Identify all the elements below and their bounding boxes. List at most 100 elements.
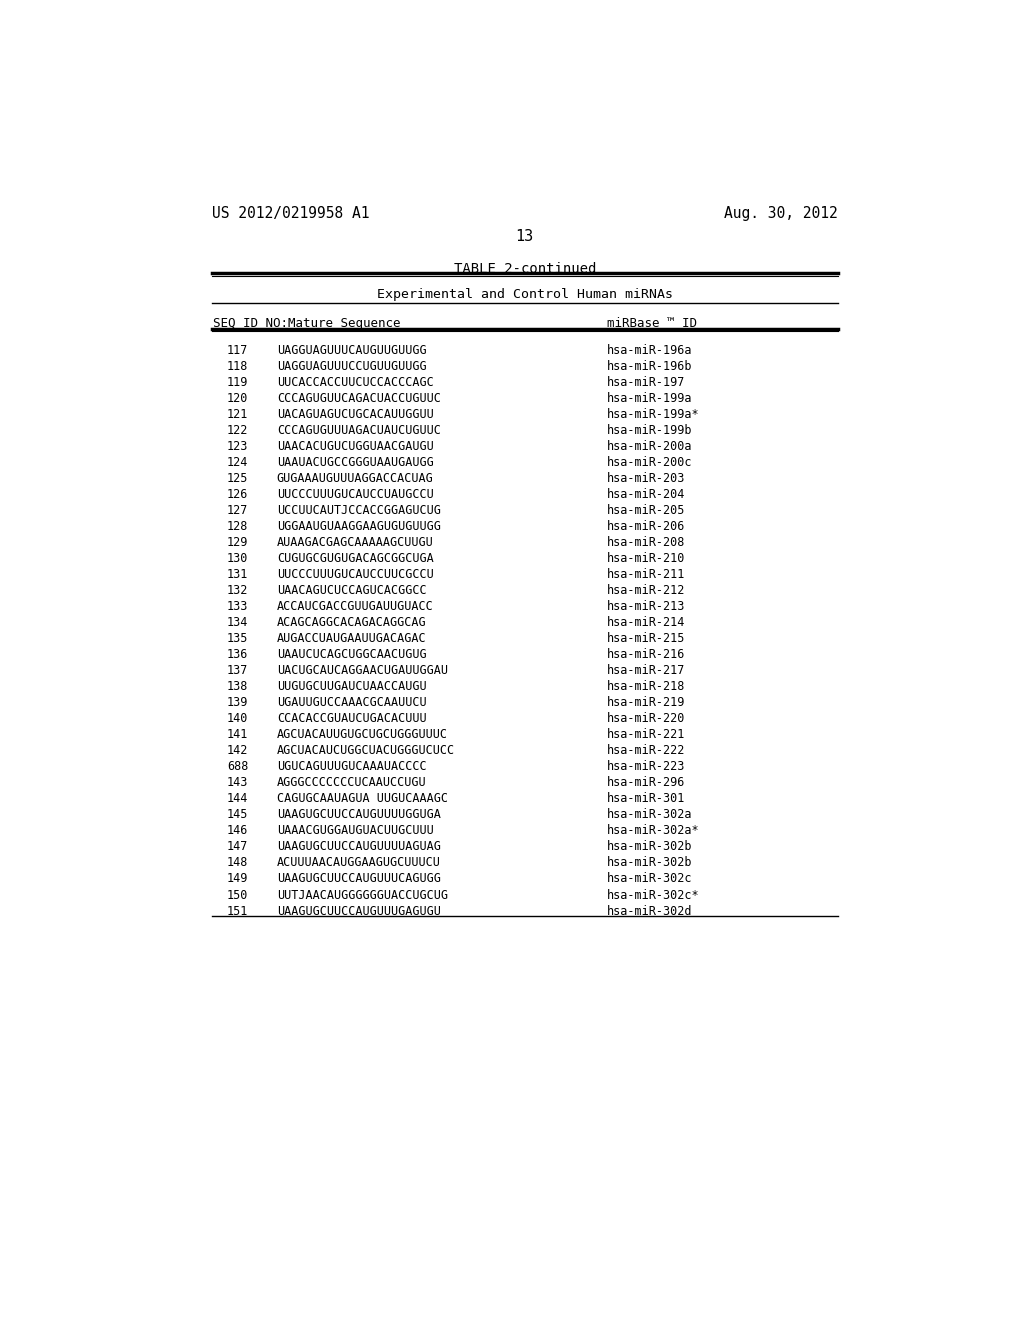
Text: 143: 143 (226, 776, 248, 789)
Text: 144: 144 (226, 792, 248, 805)
Text: miRBase ™ ID: miRBase ™ ID (607, 317, 697, 330)
Text: hsa-miR-199b: hsa-miR-199b (607, 424, 692, 437)
Text: hsa-miR-206: hsa-miR-206 (607, 520, 685, 533)
Text: UUGUGCUUGAUCUAACCAUGU: UUGUGCUUGAUCUAACCAUGU (276, 680, 426, 693)
Text: 125: 125 (226, 473, 248, 484)
Text: hsa-miR-204: hsa-miR-204 (607, 488, 685, 502)
Text: UUCCCUUUGUCAUCCUUCGCCU: UUCCCUUUGUCAUCCUUCGCCU (276, 568, 433, 581)
Text: 149: 149 (226, 873, 248, 886)
Text: 145: 145 (226, 808, 248, 821)
Text: 140: 140 (226, 713, 248, 725)
Text: hsa-miR-219: hsa-miR-219 (607, 697, 685, 709)
Text: 128: 128 (226, 520, 248, 533)
Text: UUCCCUUUGUCAUCCUAUGCCU: UUCCCUUUGUCAUCCUAUGCCU (276, 488, 433, 502)
Text: hsa-miR-197: hsa-miR-197 (607, 376, 685, 389)
Text: 134: 134 (226, 616, 248, 630)
Text: AGCUACAUUGUGCUGCUGGGUUUC: AGCUACAUUGUGCUGCUGGGUUUC (276, 729, 447, 742)
Text: UAAGUGCUUCCAUGUUUCAGUGG: UAAGUGCUUCCAUGUUUCAGUGG (276, 873, 440, 886)
Text: 141: 141 (226, 729, 248, 742)
Text: ACCAUCGACCGUUGAUUGUACC: ACCAUCGACCGUUGAUUGUACC (276, 601, 433, 614)
Text: hsa-miR-216: hsa-miR-216 (607, 648, 685, 661)
Text: 137: 137 (226, 664, 248, 677)
Text: 148: 148 (226, 857, 248, 870)
Text: hsa-miR-215: hsa-miR-215 (607, 632, 685, 645)
Text: hsa-miR-302c: hsa-miR-302c (607, 873, 692, 886)
Text: hsa-miR-302a*: hsa-miR-302a* (607, 825, 699, 837)
Text: UAACAGUCUCCAGUCACGGCC: UAACAGUCUCCAGUCACGGCC (276, 585, 426, 597)
Text: UAAGUGCUUCCAUGUUUGAGUGU: UAAGUGCUUCCAUGUUUGAGUGU (276, 904, 440, 917)
Text: CCCAGUGUUCAGACUACCUGUUC: CCCAGUGUUCAGACUACCUGUUC (276, 392, 440, 405)
Text: UAAGUGCUUCCAUGUUUUAGUAG: UAAGUGCUUCCAUGUUUUAGUAG (276, 841, 440, 854)
Text: UUTJAACAUGGGGGGUACCUGCUG: UUTJAACAUGGGGGGUACCUGCUG (276, 888, 447, 902)
Text: CAGUGCAAUAGUA UUGUCAAAGC: CAGUGCAAUAGUA UUGUCAAAGC (276, 792, 447, 805)
Text: UAGGUAGUUUCCUGUUGUUGG: UAGGUAGUUUCCUGUUGUUGG (276, 360, 426, 374)
Text: 117: 117 (226, 345, 248, 356)
Text: hsa-miR-214: hsa-miR-214 (607, 616, 685, 630)
Text: hsa-miR-196b: hsa-miR-196b (607, 360, 692, 374)
Text: UAGGUAGUUUCAUGUUGUUGG: UAGGUAGUUUCAUGUUGUUGG (276, 345, 426, 356)
Text: UAAACGUGGAUGUACUUGCUUU: UAAACGUGGAUGUACUUGCUUU (276, 825, 433, 837)
Text: SEQ ID NO:Mature Sequence: SEQ ID NO:Mature Sequence (213, 317, 400, 330)
Text: 123: 123 (226, 440, 248, 453)
Text: hsa-miR-223: hsa-miR-223 (607, 760, 685, 774)
Text: UAAGUGCUUCCAUGUUUUGGUGA: UAAGUGCUUCCAUGUUUUGGUGA (276, 808, 440, 821)
Text: hsa-miR-200a: hsa-miR-200a (607, 440, 692, 453)
Text: 139: 139 (226, 697, 248, 709)
Text: Aug. 30, 2012: Aug. 30, 2012 (724, 206, 838, 222)
Text: hsa-miR-199a*: hsa-miR-199a* (607, 408, 699, 421)
Text: hsa-miR-210: hsa-miR-210 (607, 552, 685, 565)
Text: UUCACCACCUUCUCCACCCAGC: UUCACCACCUUCUCCACCCAGC (276, 376, 433, 389)
Text: hsa-miR-211: hsa-miR-211 (607, 568, 685, 581)
Text: UAAUACUGCCGGGUAAUGAUGG: UAAUACUGCCGGGUAAUGAUGG (276, 457, 433, 469)
Text: AUGACCUAUGAAUUGACAGAC: AUGACCUAUGAAUUGACAGAC (276, 632, 426, 645)
Text: 13: 13 (516, 230, 534, 244)
Text: hsa-miR-203: hsa-miR-203 (607, 473, 685, 484)
Text: 136: 136 (226, 648, 248, 661)
Text: hsa-miR-196a: hsa-miR-196a (607, 345, 692, 356)
Text: hsa-miR-218: hsa-miR-218 (607, 680, 685, 693)
Text: 119: 119 (226, 376, 248, 389)
Text: 126: 126 (226, 488, 248, 502)
Text: 142: 142 (226, 744, 248, 758)
Text: hsa-miR-220: hsa-miR-220 (607, 713, 685, 725)
Text: UGAUUGUCCAAACGCAAUUCU: UGAUUGUCCAAACGCAAUUCU (276, 697, 426, 709)
Text: hsa-miR-205: hsa-miR-205 (607, 504, 685, 517)
Text: UGGAAUGUAAGGAAGUGUGUUGG: UGGAAUGUAAGGAAGUGUGUUGG (276, 520, 440, 533)
Text: 121: 121 (226, 408, 248, 421)
Text: CUGUGCGUGUGACAGCGGCUGA: CUGUGCGUGUGACAGCGGCUGA (276, 552, 433, 565)
Text: 151: 151 (226, 904, 248, 917)
Text: 127: 127 (226, 504, 248, 517)
Text: 129: 129 (226, 536, 248, 549)
Text: UAACACUGUCUGGUAACGAUGU: UAACACUGUCUGGUAACGAUGU (276, 440, 433, 453)
Text: hsa-miR-302b: hsa-miR-302b (607, 841, 692, 854)
Text: 138: 138 (226, 680, 248, 693)
Text: UAAUCUCAGCUGGCAACUGUG: UAAUCUCAGCUGGCAACUGUG (276, 648, 426, 661)
Text: hsa-miR-212: hsa-miR-212 (607, 585, 685, 597)
Text: hsa-miR-302d: hsa-miR-302d (607, 904, 692, 917)
Text: hsa-miR-222: hsa-miR-222 (607, 744, 685, 758)
Text: AGCUACAUCUGGCUACUGGGUCUCC: AGCUACAUCUGGCUACUGGGUCUCC (276, 744, 455, 758)
Text: hsa-miR-200c: hsa-miR-200c (607, 457, 692, 469)
Text: AUAAGACGAGCAAAAAGCUUGU: AUAAGACGAGCAAAAAGCUUGU (276, 536, 433, 549)
Text: 135: 135 (226, 632, 248, 645)
Text: 132: 132 (226, 585, 248, 597)
Text: 150: 150 (226, 888, 248, 902)
Text: UCCUUCAUTJCCACCGGAGUCUG: UCCUUCAUTJCCACCGGAGUCUG (276, 504, 440, 517)
Text: 146: 146 (226, 825, 248, 837)
Text: CCCAGUGUUUAGACUAUCUGUUC: CCCAGUGUUUAGACUAUCUGUUC (276, 424, 440, 437)
Text: AGGGCCCCCCCUCAAUCCUGU: AGGGCCCCCCCUCAAUCCUGU (276, 776, 426, 789)
Text: hsa-miR-302c*: hsa-miR-302c* (607, 888, 699, 902)
Text: ACAGCAGGCACAGACAGGCAG: ACAGCAGGCACAGACAGGCAG (276, 616, 426, 630)
Text: 122: 122 (226, 424, 248, 437)
Text: hsa-miR-199a: hsa-miR-199a (607, 392, 692, 405)
Text: 124: 124 (226, 457, 248, 469)
Text: US 2012/0219958 A1: US 2012/0219958 A1 (212, 206, 370, 222)
Text: hsa-miR-296: hsa-miR-296 (607, 776, 685, 789)
Text: CCACACCGUAUCUGACACUUU: CCACACCGUAUCUGACACUUU (276, 713, 426, 725)
Text: hsa-miR-208: hsa-miR-208 (607, 536, 685, 549)
Text: 130: 130 (226, 552, 248, 565)
Text: 688: 688 (226, 760, 248, 774)
Text: hsa-miR-301: hsa-miR-301 (607, 792, 685, 805)
Text: hsa-miR-217: hsa-miR-217 (607, 664, 685, 677)
Text: 118: 118 (226, 360, 248, 374)
